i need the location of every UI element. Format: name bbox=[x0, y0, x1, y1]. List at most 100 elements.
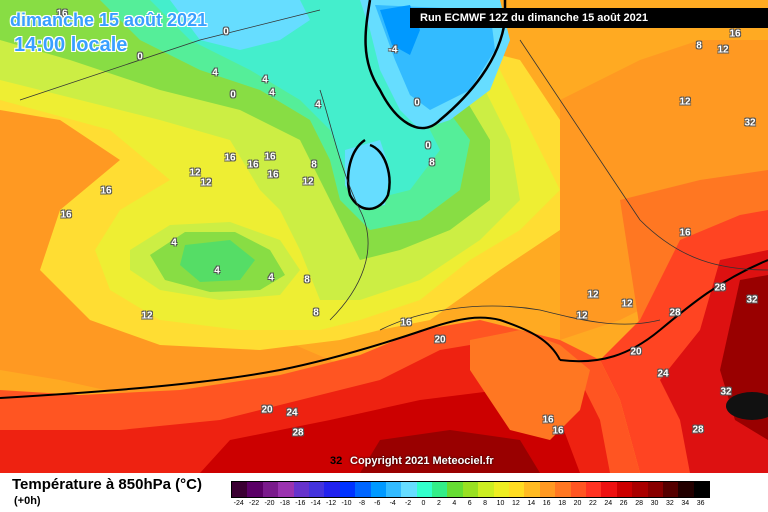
color-scale-swatch bbox=[493, 482, 510, 497]
isotherm-label: 4 bbox=[214, 265, 220, 277]
isotherm-label: 16 bbox=[100, 185, 112, 197]
color-scale-swatch bbox=[339, 482, 356, 497]
color-scale-swatch bbox=[509, 482, 525, 497]
color-scale-label: 4 bbox=[452, 500, 457, 507]
color-scale bbox=[231, 481, 711, 498]
isotherm-label: 16 bbox=[267, 169, 279, 181]
color-scale-label: 24 bbox=[604, 500, 613, 507]
color-scale-label: -12 bbox=[326, 500, 337, 507]
color-scale-label: 2 bbox=[436, 500, 441, 507]
color-scale-swatch bbox=[524, 482, 540, 497]
color-scale-swatch bbox=[293, 482, 309, 497]
color-scale-swatch bbox=[539, 482, 556, 497]
isotherm-label: 8 bbox=[304, 274, 310, 286]
isotherm-label: 0 bbox=[223, 26, 229, 38]
isotherm-label: 20 bbox=[261, 404, 273, 416]
color-scale-label: 30 bbox=[650, 500, 659, 507]
isotherm-label: 12 bbox=[576, 310, 588, 322]
isotherm-label: 4 bbox=[315, 99, 321, 111]
color-scale-label: 20 bbox=[573, 500, 582, 507]
color-scale-swatch bbox=[616, 482, 633, 497]
isotherm-label: 12 bbox=[141, 310, 153, 322]
isotherm-label: 4 bbox=[262, 74, 268, 86]
color-scale-swatch bbox=[478, 482, 494, 497]
color-scale-label: 28 bbox=[635, 500, 643, 507]
run-banner: Run ECMWF 12Z du dimanche 15 août 2021 bbox=[410, 8, 768, 28]
color-scale-label: -10 bbox=[341, 500, 352, 507]
isotherm-label: 0 bbox=[414, 97, 420, 109]
color-scale-swatch bbox=[262, 482, 279, 497]
color-scale-label: 32 bbox=[665, 500, 674, 507]
temperature-map: 16 0 4 0 4 4 0 4 -4 0 0 16 8 12 12 32 16 16 16 16 12 12 8 12 16 1… bbox=[0, 0, 768, 473]
forecast-time: 14:00 locale bbox=[14, 34, 128, 56]
color-scale-label: 10 bbox=[496, 500, 505, 507]
isotherm-label: 4 bbox=[268, 272, 274, 284]
isotherm-label: 16 bbox=[247, 159, 259, 171]
isotherm-label: 28 bbox=[692, 424, 704, 436]
forecast-date: dimanche 15 août 2021 bbox=[10, 10, 208, 30]
isotherm-label: 16 bbox=[56, 8, 68, 20]
color-scale-swatch bbox=[416, 482, 433, 497]
color-scale-label: -4 bbox=[389, 500, 396, 507]
color-scale-swatch bbox=[693, 482, 710, 497]
color-scale-swatch bbox=[232, 482, 248, 497]
color-scale-label: -22 bbox=[249, 500, 260, 507]
isotherm-label: 4 bbox=[171, 237, 177, 249]
color-scale-swatch bbox=[662, 482, 679, 497]
color-scale-swatch bbox=[308, 482, 325, 497]
isotherm-label: 12 bbox=[679, 96, 691, 108]
color-scale-swatch bbox=[370, 482, 386, 497]
isotherm-label: 12 bbox=[189, 167, 201, 179]
isotherm-label: 20 bbox=[630, 346, 642, 358]
color-scale-label: -14 bbox=[310, 500, 321, 507]
color-scale-label: 16 bbox=[542, 500, 551, 507]
isotherm-label: 8 bbox=[429, 157, 435, 169]
color-scale-swatch bbox=[678, 482, 694, 497]
isotherm-label: 0 bbox=[137, 51, 143, 63]
isotherm-label: 28 bbox=[669, 307, 681, 319]
isotherm-label: -4 bbox=[388, 44, 398, 56]
color-scale-swatch bbox=[401, 482, 417, 497]
color-scale-label: -20 bbox=[264, 500, 275, 507]
color-scale-label: -8 bbox=[358, 500, 366, 507]
color-scale-label: -16 bbox=[295, 500, 306, 507]
color-scale-label: -18 bbox=[279, 500, 290, 507]
isotherm-label: 8 bbox=[313, 307, 319, 319]
color-scale-swatch bbox=[247, 482, 263, 497]
isotherm-label-bottom: 32 bbox=[330, 455, 343, 467]
isotherm-label: 12 bbox=[717, 44, 729, 56]
isotherm-label: 20 bbox=[434, 334, 446, 346]
color-scale-swatch bbox=[324, 482, 340, 497]
color-scale-swatch bbox=[432, 482, 448, 497]
color-scale-swatch bbox=[555, 482, 571, 497]
color-scale-label: 0 bbox=[421, 500, 426, 507]
color-scale-label: 12 bbox=[511, 500, 520, 507]
color-scale-label: -6 bbox=[374, 500, 381, 507]
lead-time: (+0h) bbox=[14, 495, 41, 507]
isotherm-label: 4 bbox=[269, 87, 275, 99]
color-scale-label: 34 bbox=[681, 500, 690, 507]
color-scale-label: -2 bbox=[404, 500, 412, 507]
color-scale-swatch bbox=[278, 482, 294, 497]
color-scale-swatch bbox=[355, 482, 371, 497]
color-scale-label: 22 bbox=[588, 500, 597, 507]
isotherm-label: 16 bbox=[542, 414, 554, 426]
isotherm-label: 28 bbox=[292, 427, 304, 439]
color-scale-label: 8 bbox=[483, 500, 488, 507]
isotherm-label: 32 bbox=[720, 386, 732, 398]
color-scale-swatch bbox=[385, 482, 402, 497]
color-scale-label: 14 bbox=[527, 500, 536, 507]
legend-footer: Température à 850hPa (°C) (+0h) -2 4 -22 -2… bbox=[0, 473, 768, 512]
color-scale-label: 26 bbox=[619, 500, 628, 507]
isotherm-label: 12 bbox=[621, 298, 633, 310]
isotherm-label: 0 bbox=[425, 140, 431, 152]
isotherm-label: 0 bbox=[230, 89, 236, 101]
color-scale-swatch bbox=[447, 482, 463, 497]
isotherm-label: 16 bbox=[60, 209, 72, 221]
parameter-title: Température à 850hPa (°C) bbox=[12, 476, 202, 493]
temperature-field bbox=[0, 0, 768, 473]
isotherm-label: 16 bbox=[400, 317, 412, 329]
isotherm-label: 24 bbox=[286, 407, 298, 419]
color-scale-swatch bbox=[601, 482, 617, 497]
